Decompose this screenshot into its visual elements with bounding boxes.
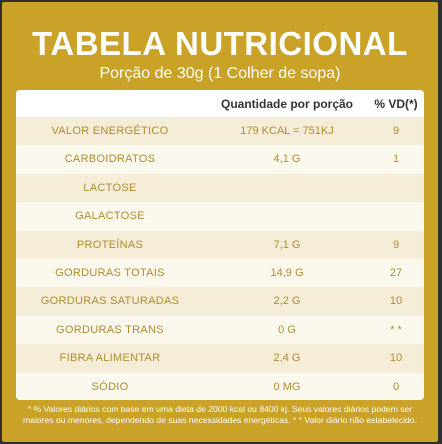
nutrition-panel: TABELA NUTRICIONAL Porção de 30g (1 Colh… (2, 2, 438, 442)
table-row: GALACTOSE (16, 202, 424, 231)
table-header: Quantidade por porção % VD(*) (16, 90, 424, 117)
table-row: FIBRA ALIMENTAR 2,4 G 10 (16, 344, 424, 373)
nutrient-daily-value: 1 (392, 153, 400, 166)
nutrient-name: PROTEÍNAS (76, 238, 144, 251)
serving-size: Porção de 30g (1 Colher de sopa) (99, 65, 341, 82)
nutrient-quantity: 4,1 G (273, 153, 301, 166)
table-row: GORDURAS TRANS 0 G * * (16, 315, 424, 345)
nutrient-name: VALOR ENERGÉTICO (51, 125, 169, 137)
nutrient-quantity: 179 KCAL = 751KJ (240, 125, 334, 137)
nutrient-name: LACTOSE (83, 181, 137, 194)
nutrition-table: Quantidade por porção % VD(*) VALOR ENER… (16, 90, 424, 400)
column-header-quantity: Quantidade por porção (220, 97, 353, 111)
nutrient-quantity: 0 MG (273, 380, 301, 393)
table-row: GORDURAS TOTAIS 14,9 G 27 (16, 258, 424, 288)
nutrient-name: GORDURAS SATURADAS (40, 295, 180, 308)
nutrient-daily-value: * * (390, 323, 402, 336)
nutrient-daily-value: 0 (392, 380, 400, 393)
table-row: PROTEÍNAS 7,1 G 9 (16, 230, 424, 259)
nutrient-quantity: 2,4 G (273, 352, 301, 365)
nutrient-daily-value: 9 (392, 238, 400, 251)
column-header-daily-value: % VD(*) (374, 97, 418, 111)
nutrient-quantity: 0 G (278, 323, 296, 336)
nutrient-daily-value: 10 (389, 352, 403, 365)
nutrient-name: FIBRA ALIMENTAR (59, 352, 161, 365)
table-row: GORDURAS SATURADAS 2,2 G 10 (16, 287, 424, 316)
nutrient-quantity: 2,2 G (273, 295, 301, 308)
nutrient-quantity: 14,9 G (270, 266, 304, 279)
nutrient-name: SÓDIO (91, 380, 129, 393)
nutrient-daily-value: 27 (389, 266, 403, 279)
nutrient-daily-value: 9 (392, 125, 400, 137)
nutrient-name: CARBOIDRATOS (64, 153, 156, 166)
nutrient-daily-value: 10 (389, 295, 403, 308)
table-row: VALOR ENERGÉTICO 179 KCAL = 751KJ 9 (16, 117, 424, 146)
nutrient-name: GORDURAS TOTAIS (55, 266, 165, 279)
nutrient-quantity: 7,1 G (273, 238, 301, 251)
nutrient-name: GALACTOSE (75, 210, 145, 223)
page-title: TABELA NUTRICIONAL (32, 25, 408, 62)
nutrient-name: GORDURAS TRANS (56, 323, 164, 336)
footnote: * % Valores diários com base em uma diet… (23, 404, 417, 425)
table-row: CARBOIDRATOS 4,1 G 1 (16, 145, 424, 174)
table-row: LACTOSE (16, 173, 424, 203)
table-row: SÓDIO 0 MG 0 (16, 372, 424, 400)
